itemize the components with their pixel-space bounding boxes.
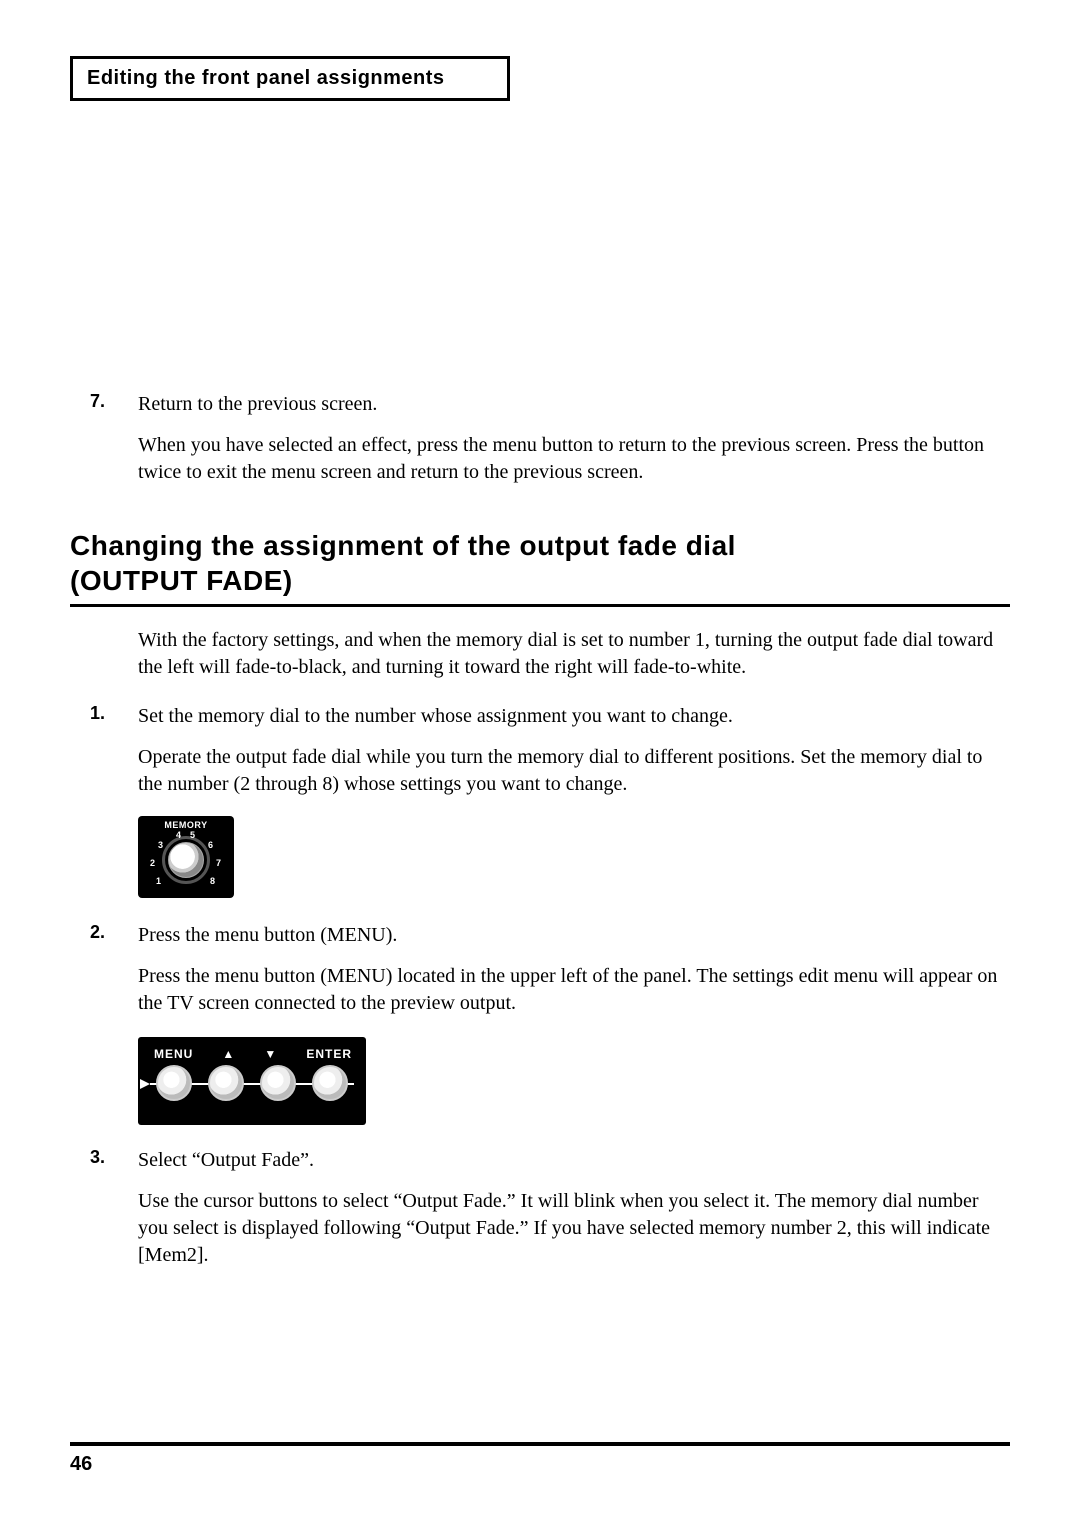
menu-button-icon [156,1065,192,1101]
enter-label: ENTER [306,1047,352,1061]
memory-dial-figure: MEMORY 1 2 3 4 5 6 7 8 [138,816,234,898]
enter-button-icon [312,1065,348,1101]
step-7: 7. Return to the previous screen. When y… [90,391,1010,502]
menu-label: MENU [154,1047,193,1061]
dial-num-1: 1 [156,876,161,886]
step-2: 2. Press the menu button (MENU). Press t… [90,922,1010,1129]
pointer-arrow-icon [140,1079,150,1089]
up-button-icon [208,1065,244,1101]
step-desc: Operate the output fade dial while you t… [138,744,1000,798]
step-lead: Return to the previous screen. [138,391,1000,418]
h2-line1: Changing the assignment of the output fa… [70,530,736,561]
memory-label: MEMORY [138,816,234,830]
step-desc: Press the menu button (MENU) located in … [138,963,1000,1017]
section-header-box: Editing the front panel assignments [70,56,510,101]
step-desc: Use the cursor buttons to select “Output… [138,1188,1000,1269]
heading-2: Changing the assignment of the output fa… [70,528,1010,598]
up-arrow-icon: ▲ [222,1047,235,1061]
step-1: 1. Set the memory dial to the number who… [90,703,1010,904]
heading-underline [70,604,1010,607]
dial-num-4: 4 [176,830,181,840]
dial-num-3: 3 [158,840,163,850]
section-header: Editing the front panel assignments [87,67,445,89]
step-desc: When you have selected an effect, press … [138,432,1000,486]
down-arrow-icon: ▼ [264,1047,277,1061]
step-lead: Press the menu button (MENU). [138,922,1000,949]
down-button-icon [260,1065,296,1101]
step-number: 1. [90,703,138,904]
footer-rule [70,1442,1010,1446]
menu-panel-figure: MENU ▲ ▼ ENTER [138,1037,366,1125]
dial-knob-icon [168,842,204,878]
page-number: 46 [70,1453,92,1476]
dial-num-2: 2 [150,858,155,868]
dial-num-6: 6 [208,840,213,850]
dial-num-8: 8 [210,876,215,886]
intro-paragraph: With the factory settings, and when the … [138,627,1010,681]
step-lead: Set the memory dial to the number whose … [138,703,1000,730]
dial-num-7: 7 [216,858,221,868]
step-lead: Select “Output Fade”. [138,1147,1000,1174]
h2-line2: (OUTPUT FADE) [70,565,293,596]
step-number: 7. [90,391,138,502]
step-number: 2. [90,922,138,1129]
step-number: 3. [90,1147,138,1285]
dial-num-5: 5 [190,830,195,840]
step-3: 3. Select “Output Fade”. Use the cursor … [90,1147,1010,1285]
